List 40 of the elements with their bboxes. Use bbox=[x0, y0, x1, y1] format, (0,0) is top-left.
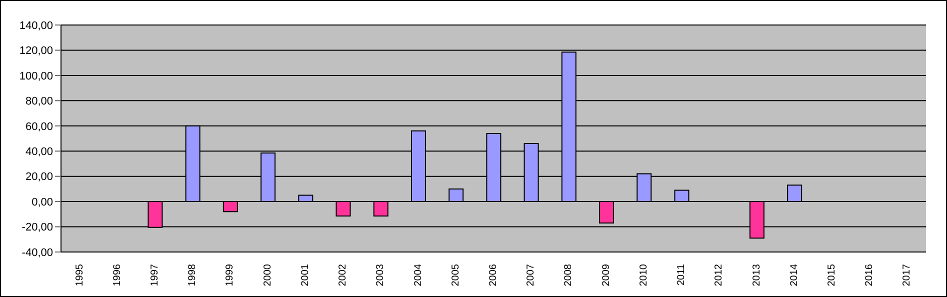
x-tick-label: 1999 bbox=[224, 264, 236, 286]
x-tick-label: 2005 bbox=[450, 264, 462, 286]
bar bbox=[787, 184, 802, 202]
x-tick-label: 2013 bbox=[751, 264, 762, 286]
bar bbox=[222, 201, 238, 212]
x-tick-label: 2006 bbox=[488, 264, 499, 286]
x-tick-label: 2016 bbox=[864, 264, 876, 286]
x-tick-label: 1997 bbox=[150, 264, 161, 286]
y-tick-label: 100,00 bbox=[19, 70, 53, 82]
bar bbox=[674, 190, 690, 202]
x-tick-label: 2011 bbox=[676, 264, 688, 286]
x-tick-label: 2003 bbox=[375, 264, 386, 286]
bar bbox=[336, 201, 351, 217]
x-tick-label: 1996 bbox=[112, 264, 123, 286]
y-tick-label: 140,00 bbox=[19, 20, 53, 32]
y-tick-label: -40,00 bbox=[22, 246, 53, 259]
x-tick-label: 2010 bbox=[638, 264, 650, 286]
y-tick-label: -20,00 bbox=[22, 222, 53, 234]
x-tick-label: 2004 bbox=[412, 264, 424, 286]
x-tick-label: 2015 bbox=[826, 264, 838, 286]
x-tick-label: 2009 bbox=[600, 264, 612, 286]
x-tick-label: 1995 bbox=[74, 264, 86, 286]
y-tick-label: 120,00 bbox=[19, 45, 53, 58]
bar bbox=[448, 188, 464, 202]
x-tick-label: 2001 bbox=[300, 264, 311, 286]
x-tick-label: 2002 bbox=[338, 264, 349, 286]
x-tick-label: 2008 bbox=[563, 264, 574, 286]
x-tick-label: 2007 bbox=[526, 264, 537, 286]
y-tick-label: 0,00 bbox=[32, 196, 53, 208]
y-tick-label: 20,00 bbox=[25, 171, 53, 184]
bar bbox=[599, 201, 614, 224]
y-tick-label: 40,00 bbox=[25, 146, 53, 158]
x-tick-label: 2014 bbox=[788, 264, 800, 286]
bar bbox=[373, 201, 388, 217]
x-tick-label: 1998 bbox=[187, 264, 198, 286]
x-tick-label: 2017 bbox=[902, 264, 913, 286]
y-tick-label: 80,00 bbox=[25, 96, 53, 108]
y-tick-label: 60,00 bbox=[25, 120, 53, 133]
x-tick-label: 2000 bbox=[262, 264, 274, 286]
x-tick-label: 2012 bbox=[714, 264, 725, 286]
